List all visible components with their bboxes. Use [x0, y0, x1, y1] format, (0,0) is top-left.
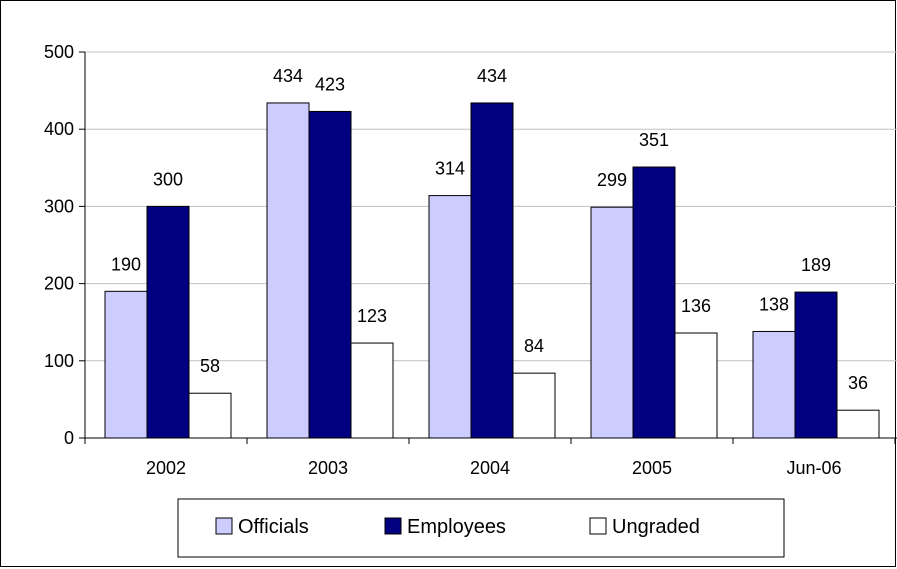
bar-ungraded-jun-06	[836, 409, 880, 439]
data-label: 434	[477, 66, 507, 86]
data-label: 36	[848, 373, 868, 393]
data-label: 138	[759, 294, 789, 314]
bar-officials-2004	[428, 195, 472, 439]
legend-label-ungraded: Ungraded	[612, 516, 700, 538]
data-label: 123	[357, 306, 387, 326]
y-tick-label: 500	[44, 42, 74, 62]
data-labels: 190 300 58 434 423 123 314 434 84 299 351 136 138 189…	[111, 66, 868, 393]
y-tick-label: 0	[64, 428, 74, 448]
bar-officials-jun-06	[752, 330, 796, 439]
y-tick-label: 100	[44, 351, 74, 371]
x-tick-label: 2002	[146, 458, 186, 478]
bar-officials-2002	[104, 290, 148, 439]
data-label: 351	[639, 130, 669, 150]
bars	[104, 102, 880, 439]
bar-ungraded-2002	[188, 392, 232, 439]
data-label: 189	[801, 255, 831, 275]
y-tick-label: 300	[44, 196, 74, 216]
data-label: 423	[315, 74, 345, 94]
bar-ungraded-2005	[674, 332, 718, 439]
bar-employees-2002	[146, 205, 190, 439]
x-tick-label: Jun-06	[786, 458, 841, 478]
data-label: 314	[435, 159, 465, 179]
data-label: 434	[273, 66, 303, 86]
y-tick-label: 400	[44, 119, 74, 139]
bar-employees-2003	[308, 110, 352, 439]
bar-ungraded-2003	[350, 342, 394, 439]
bar-employees-2004	[470, 102, 514, 439]
x-tick-label: 2003	[308, 458, 348, 478]
legend-box	[177, 498, 785, 558]
bar-officials-2003	[266, 102, 310, 439]
x-tick-label: 2005	[632, 458, 672, 478]
axes: 0 100 200 300 400 500 2002 2003 2004 2005 Jun-06	[44, 42, 897, 478]
legend-swatch-employees	[384, 517, 402, 535]
bar-officials-2005	[590, 206, 634, 439]
bar-employees-jun-06	[794, 291, 838, 439]
data-label: 136	[681, 296, 711, 316]
legend-label-employees: Employees	[407, 516, 506, 538]
legend-swatch-ungraded	[589, 517, 607, 535]
x-tick-label: 2004	[470, 458, 510, 478]
bar-employees-2005	[632, 166, 676, 439]
data-label: 300	[153, 169, 183, 189]
data-label: 84	[524, 336, 544, 356]
data-label: 299	[597, 170, 627, 190]
y-tick-label: 200	[44, 274, 74, 294]
data-label: 190	[111, 254, 141, 274]
legend-label-officials: Officials	[238, 516, 309, 538]
legend: Officials Employees Ungraded	[177, 498, 785, 558]
bar-ungraded-2004	[512, 372, 556, 439]
legend-swatch-officials	[215, 517, 233, 535]
data-label: 58	[200, 356, 220, 376]
